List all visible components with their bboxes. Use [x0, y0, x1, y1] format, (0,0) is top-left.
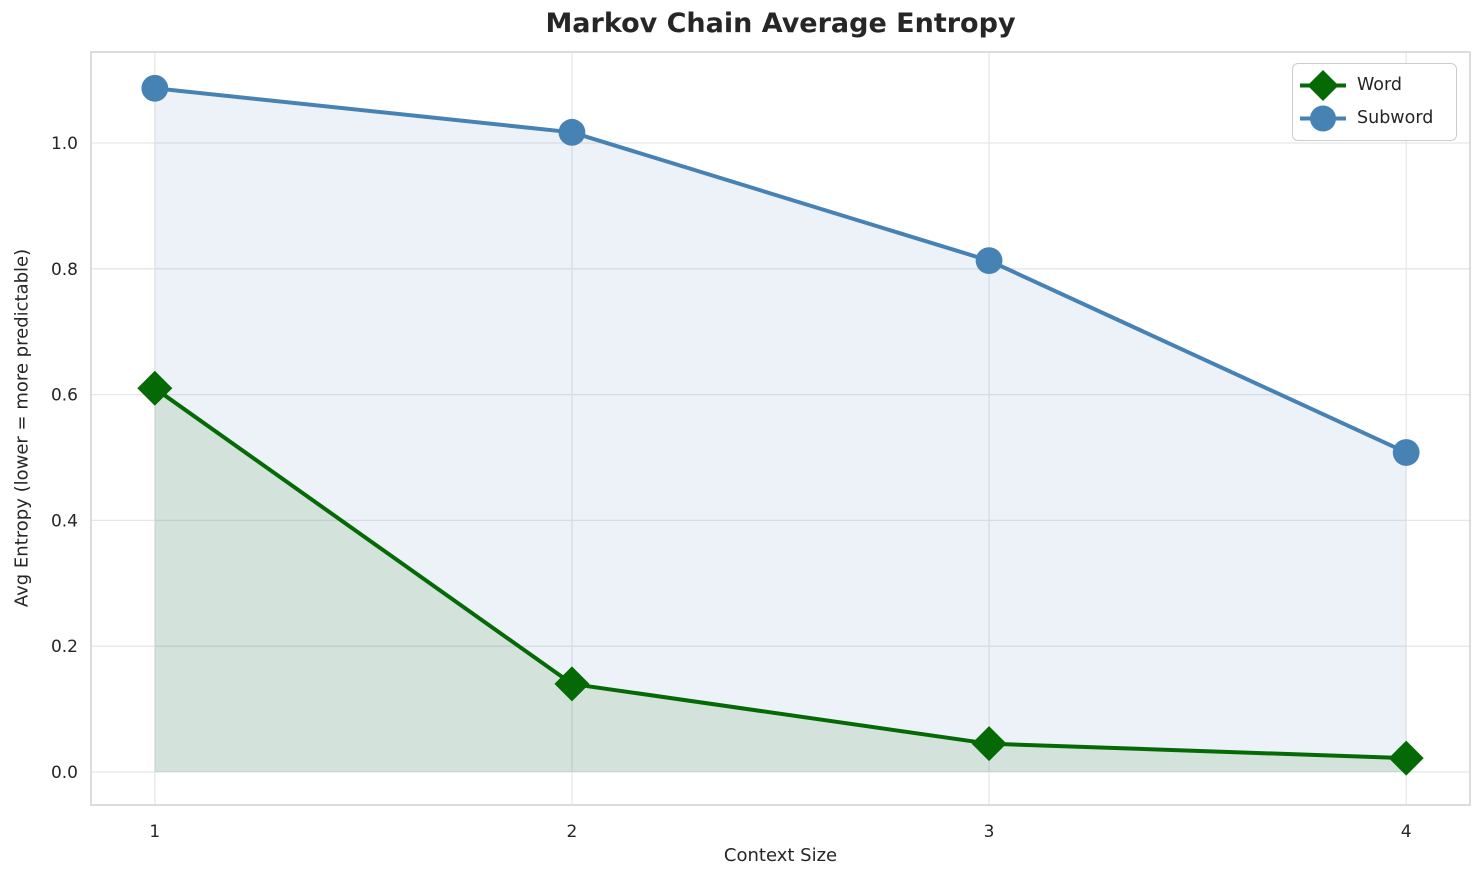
y-axis-label: Avg Entropy (lower = more predictable) — [11, 248, 33, 608]
x-axis-label: Context Size — [723, 845, 838, 866]
legend-word-sample — [1300, 70, 1346, 101]
subword-marker-circle — [141, 74, 169, 102]
subword-circle-icon — [1310, 105, 1336, 132]
legend-label-word: Word — [1357, 74, 1402, 95]
subword-marker-circle — [1392, 439, 1420, 466]
legend: Word Subword — [1292, 63, 1457, 141]
subword-area-fill — [154, 88, 1407, 772]
word-area-fill — [154, 388, 1407, 772]
subword-marker-circle — [975, 247, 1003, 275]
y-tick-label: 0.2 — [51, 637, 78, 657]
word-marker-diamond — [1388, 740, 1424, 776]
x-tick-label: 1 — [149, 822, 160, 842]
x-tick-label: 2 — [567, 822, 578, 842]
word-line — [152, 386, 1409, 761]
subword-line — [152, 86, 1409, 455]
legend-subword-sample — [1300, 105, 1346, 132]
y-tick-label: 0.0 — [51, 763, 78, 783]
chart-title: Markov Chain Average Entropy — [545, 8, 1016, 39]
y-tick-label: 1.0 — [51, 134, 78, 154]
word-marker-diamond — [137, 370, 173, 406]
y-tick-label: 0.8 — [51, 260, 78, 280]
legend-label-subword: Subword — [1357, 107, 1434, 128]
word-marker-diamond — [971, 726, 1007, 762]
y-tick-label: 0.6 — [51, 386, 78, 406]
y-tick-label: 0.4 — [51, 511, 78, 531]
word-diamond-icon — [1307, 70, 1339, 101]
x-tick-label: 3 — [984, 822, 995, 842]
legend-item-word: Word — [1299, 69, 1446, 102]
word-marker-diamond — [554, 666, 590, 702]
x-tick-label: 4 — [1401, 822, 1412, 842]
plot-border — [90, 51, 1471, 806]
legend-item-subword: Subword — [1299, 102, 1446, 135]
subword-marker-circle — [558, 118, 586, 146]
